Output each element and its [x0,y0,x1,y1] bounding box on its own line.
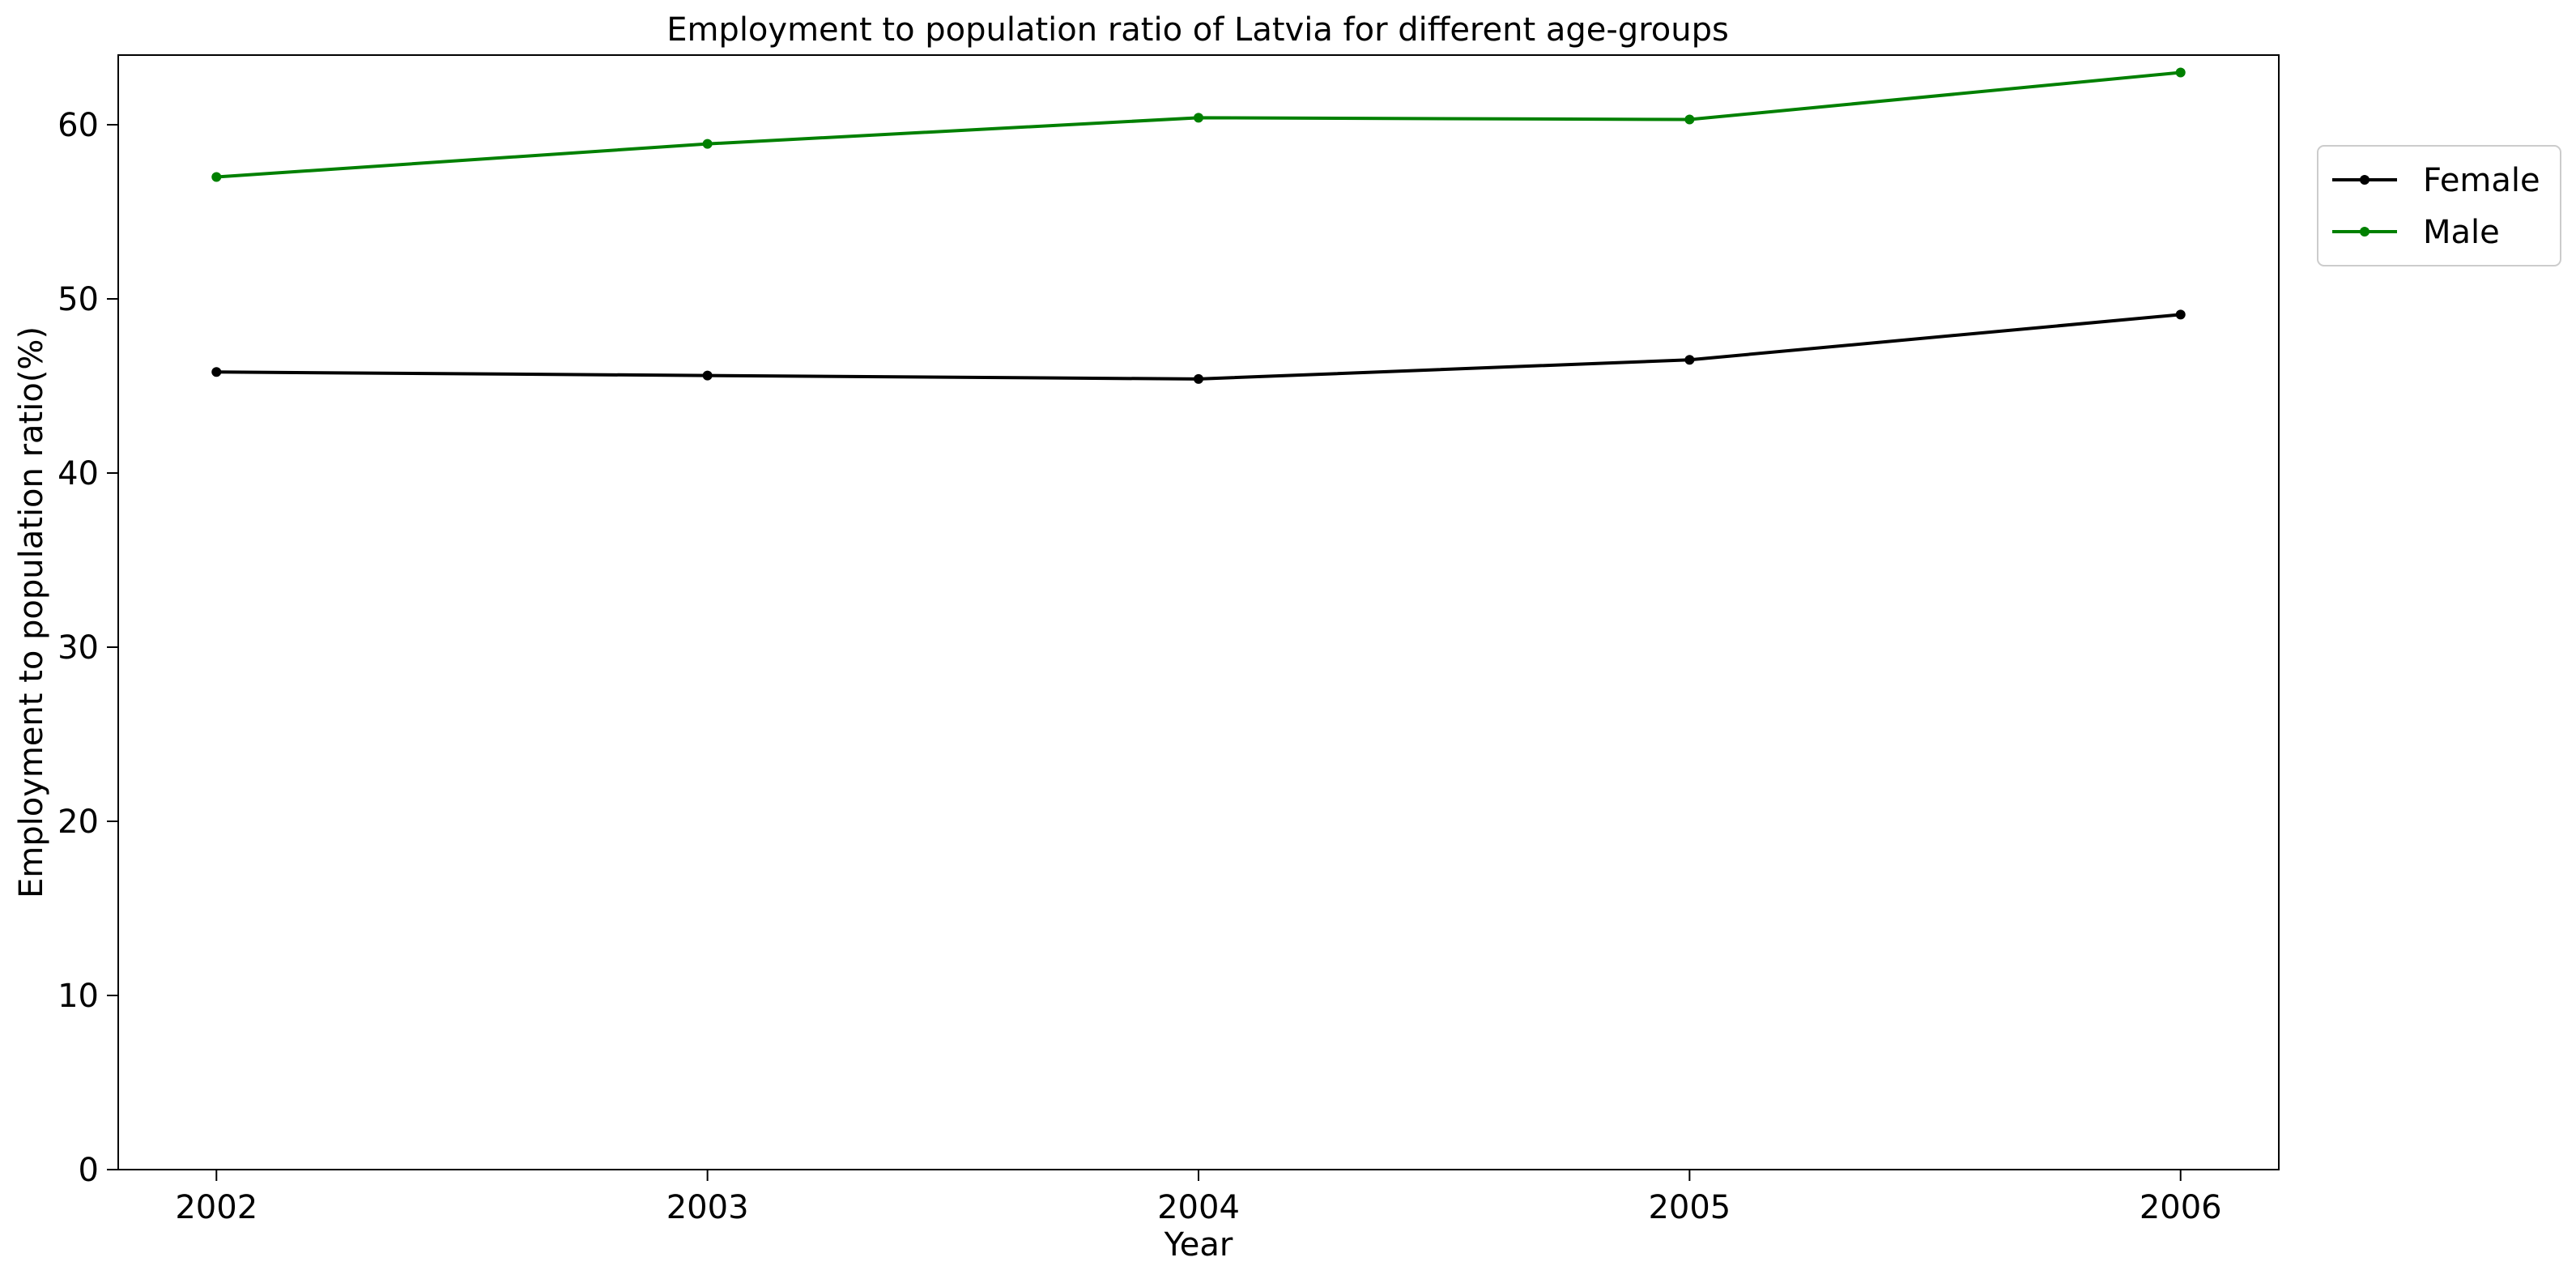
legend-swatch-marker [2360,227,2369,237]
plot-area [211,67,2186,384]
y-axis: 0 10 20 30 40 50 60 [57,107,118,1189]
legend-item-female: Female [2332,162,2540,199]
y-tick-label: 50 [57,281,99,318]
x-tick-label: 2002 [175,1189,258,1226]
x-tick-label: 2005 [1648,1189,1731,1226]
x-axis-label: Year [1164,1226,1233,1264]
x-tick-label: 2003 [666,1189,749,1226]
data-point-female [702,370,713,381]
series-female [211,309,2186,384]
data-point-female [211,367,222,377]
data-point-female [1684,355,1695,365]
legend-item-male: Male [2332,214,2500,251]
data-point-male [1684,114,1695,125]
y-tick-label: 60 [57,107,99,144]
y-tick-label: 0 [79,1152,99,1189]
legend-label: Female [2423,162,2540,199]
legend-swatch-marker [2360,175,2369,185]
y-tick-label: 20 [57,803,99,841]
data-point-male [2175,67,2186,78]
data-point-female [2175,309,2186,320]
data-point-male [1194,113,1203,123]
y-axis-label: Employment to population ratio(%) [13,326,50,898]
y-tick-label: 30 [57,629,99,667]
series-male [211,67,2186,182]
data-point-male [702,139,713,149]
data-point-female [1194,373,1203,384]
legend: Female Male [2317,145,2561,266]
x-axis: 2002 2003 2004 2005 2006 [175,1170,2222,1226]
y-tick-label: 10 [57,978,99,1015]
legend-box [2317,145,2561,266]
chart-title: Employment to population ratio of Latvia… [666,11,1729,49]
x-tick-label: 2004 [1157,1189,1240,1226]
y-tick-label: 40 [57,455,99,492]
x-tick-label: 2006 [2140,1189,2222,1226]
data-point-male [211,172,222,182]
legend-label: Male [2423,214,2500,251]
